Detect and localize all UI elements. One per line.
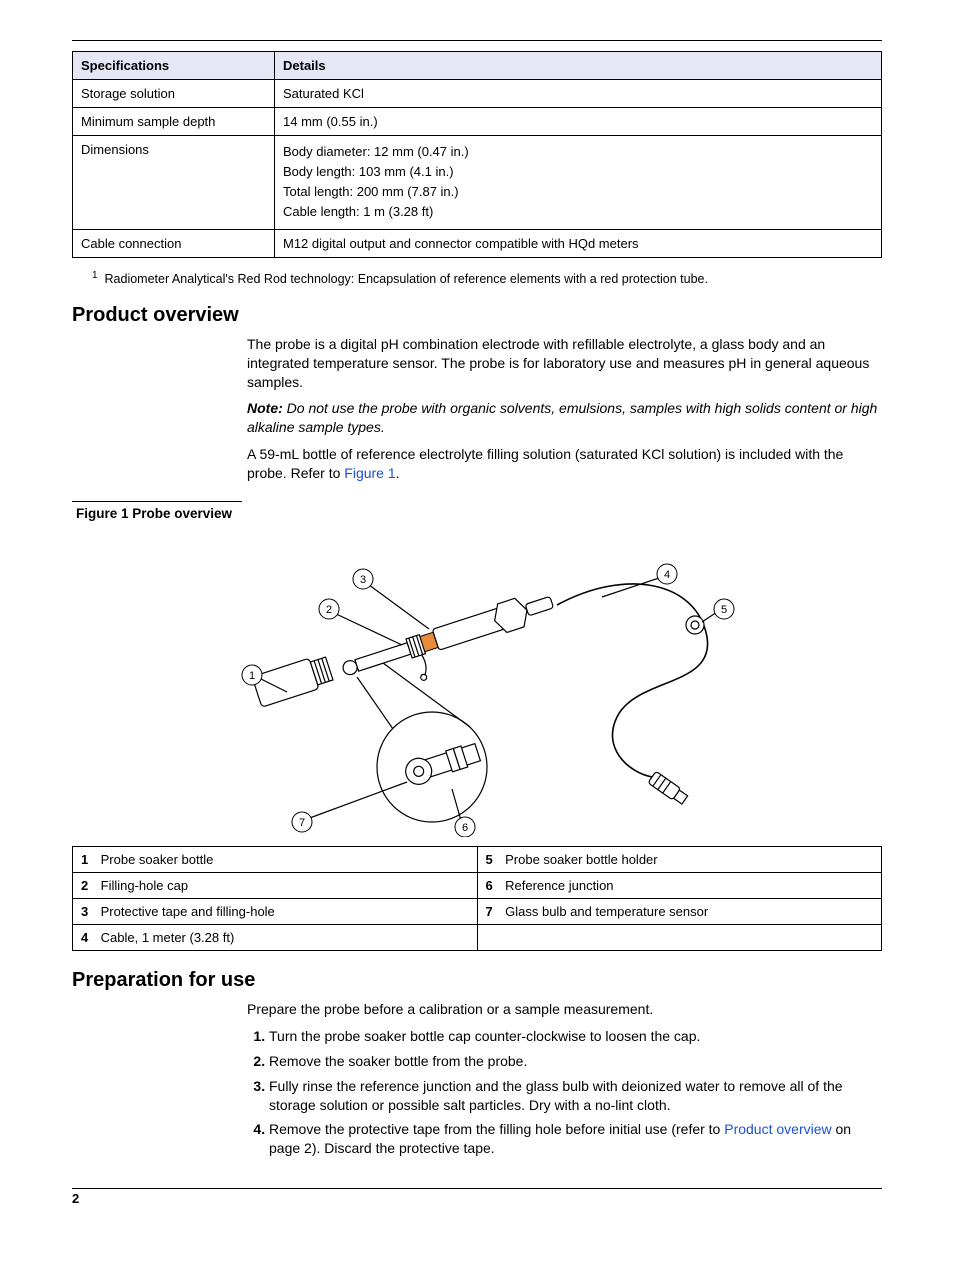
figure-legend-table: 1 Probe soaker bottle 5 Probe soaker bot… — [72, 846, 882, 951]
page-number: 2 — [72, 1191, 882, 1206]
callout-2: 2 — [319, 599, 339, 619]
footer-rule — [72, 1188, 882, 1189]
spec-label: Storage solution — [73, 80, 275, 108]
footnote-text: Radiometer Analytical's Red Rod technolo… — [105, 272, 708, 286]
spec-value: Saturated KCl — [275, 80, 882, 108]
spec-label: Cable connection — [73, 229, 275, 257]
callout-4: 4 — [657, 564, 677, 584]
link-figure-1[interactable]: Figure 1 — [344, 465, 395, 481]
svg-text:2: 2 — [326, 604, 332, 616]
step-1: Turn the probe soaker bottle cap counter… — [269, 1027, 878, 1046]
probe-diagram-svg: .ln{stroke:#000;stroke-width:1.2;fill:no… — [197, 527, 757, 837]
svg-text:7: 7 — [299, 817, 305, 829]
figure-rule — [72, 501, 242, 502]
figure-caption: Figure 1 Probe overview — [76, 506, 882, 521]
svg-text:1: 1 — [249, 670, 255, 682]
svg-text:6: 6 — [462, 822, 468, 834]
svg-text:3: 3 — [360, 574, 366, 586]
heading-preparation: Preparation for use — [72, 969, 882, 992]
step-3: Fully rinse the reference junction and t… — [269, 1077, 878, 1115]
spec-value: 14 mm (0.55 in.) — [275, 108, 882, 136]
svg-text:5: 5 — [721, 604, 727, 616]
prep-body: Prepare the probe before a calibration o… — [247, 1000, 878, 1158]
svg-text:4: 4 — [664, 569, 670, 581]
top-rule — [72, 40, 882, 41]
spec-label: Minimum sample depth — [73, 108, 275, 136]
heading-product-overview: Product overview — [72, 304, 882, 327]
table-footnote: 1 Radiometer Analytical's Red Rod techno… — [92, 270, 882, 286]
link-product-overview[interactable]: Product overview — [724, 1121, 831, 1137]
callout-1: 1 — [242, 665, 262, 685]
overview-note: Note: Do not use the probe with organic … — [247, 399, 878, 437]
overview-p2: A 59-mL bottle of reference electrolyte … — [247, 445, 878, 483]
overview-body: The probe is a digital pH combination el… — [247, 335, 878, 483]
spec-header-2: Details — [275, 52, 882, 80]
prep-intro: Prepare the probe before a calibration o… — [247, 1000, 878, 1019]
overview-p1: The probe is a digital pH combination el… — [247, 335, 878, 392]
figure-probe-overview: .ln{stroke:#000;stroke-width:1.2;fill:no… — [72, 527, 882, 840]
specifications-table: Specifications Details Storage solution … — [72, 51, 882, 258]
spec-value: M12 digital output and connector compati… — [275, 229, 882, 257]
callout-7: 7 — [292, 812, 312, 832]
step-2: Remove the soaker bottle from the probe. — [269, 1052, 878, 1071]
spec-value: Body diameter: 12 mm (0.47 in.) Body len… — [275, 136, 882, 230]
prep-steps: Turn the probe soaker bottle cap counter… — [247, 1027, 878, 1158]
callout-5: 5 — [714, 599, 734, 619]
spec-header-1: Specifications — [73, 52, 275, 80]
callout-3: 3 — [353, 569, 373, 589]
footnote-marker: 1 — [92, 270, 98, 281]
callout-6: 6 — [455, 817, 475, 837]
spec-label: Dimensions — [73, 136, 275, 230]
step-4: Remove the protective tape from the fill… — [269, 1120, 878, 1158]
